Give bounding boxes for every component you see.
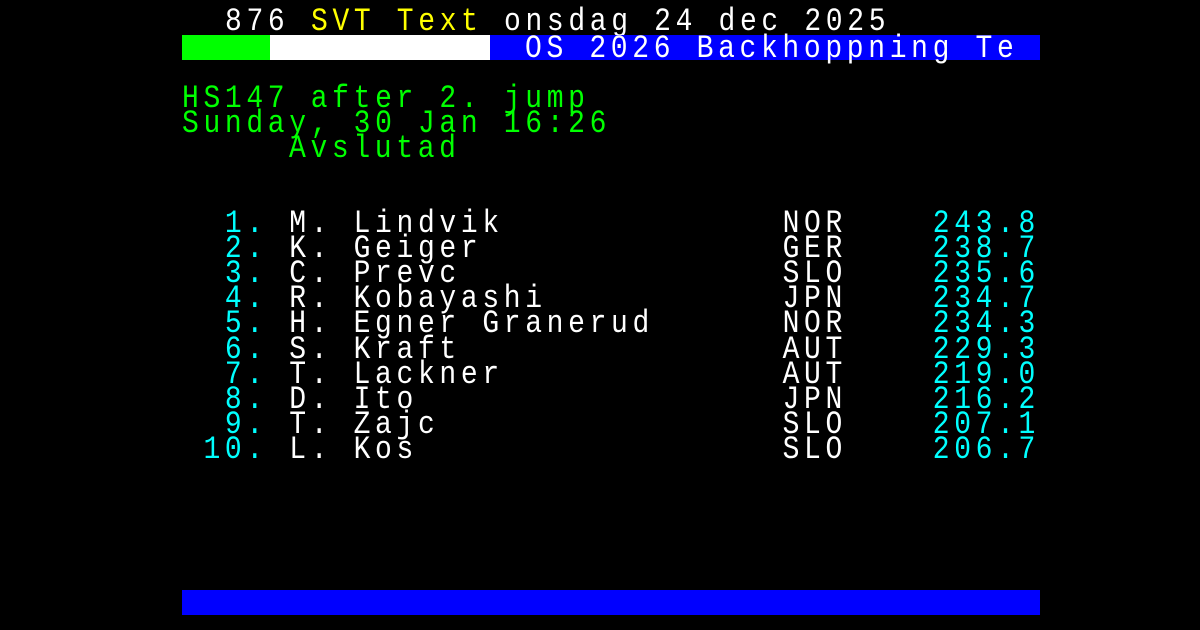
event-datetime: Sunday, 30 Jan 16:26: [182, 106, 612, 143]
result-country: JPN: [782, 382, 847, 418]
page-number: 876: [225, 4, 290, 41]
footer-blue-bar: [182, 590, 1040, 615]
result-name: D. Ito: [289, 382, 418, 418]
result-score: 216.2: [932, 382, 1041, 418]
result-country: SLO: [782, 256, 847, 293]
result-country: GER: [782, 231, 847, 268]
service-name: SVT Text: [311, 4, 483, 41]
result-rank: 2.: [224, 231, 268, 268]
result-name: H. Egner Granerud: [289, 306, 654, 343]
result-score: 206.7: [932, 432, 1041, 469]
result-name: T. Lackner: [289, 357, 504, 393]
result-name: M. Lindvik: [289, 206, 504, 243]
result-rank: 9.: [224, 407, 268, 443]
banner-title: OS 2026 Backhoppning Te: [525, 31, 1019, 68]
result-score: 234.7: [932, 281, 1041, 318]
result-rank: 3.: [224, 256, 268, 293]
result-rank: 5.: [224, 306, 268, 343]
result-score: 219.0: [932, 357, 1041, 393]
result-score: 234.3: [932, 306, 1041, 343]
result-country: AUT: [782, 357, 847, 393]
result-rank: 7.: [224, 357, 268, 393]
result-country: NOR: [782, 306, 847, 343]
result-country: AUT: [782, 332, 847, 368]
result-score: 207.1: [932, 407, 1041, 443]
result-score: 229.3: [932, 332, 1041, 368]
result-name: S. Kraft: [289, 332, 461, 368]
banner-green-block: [182, 35, 270, 60]
result-score: 238.7: [932, 231, 1041, 268]
result-rank: 4.: [224, 281, 268, 318]
event-title: HS147 after 2. jump: [182, 81, 590, 118]
result-country: JPN: [782, 281, 847, 318]
result-rank: 6.: [224, 332, 268, 368]
result-country: SLO: [782, 432, 847, 469]
banner-blue-block: [490, 35, 1040, 60]
result-name: K. Geiger: [289, 231, 483, 268]
result-rank: 8.: [224, 382, 268, 418]
result-score: 243.8: [932, 206, 1041, 243]
banner-white-block: [270, 35, 490, 60]
result-name: R. Kobayashi: [289, 281, 547, 318]
event-status: Avslutad: [289, 131, 461, 168]
result-rank: 10.: [203, 432, 268, 469]
result-country: SLO: [782, 407, 847, 443]
result-name: T. Zajc: [289, 407, 440, 443]
header-date: onsdag 24 dec 2025: [504, 4, 891, 41]
result-score: 235.6: [932, 256, 1041, 293]
result-name: L. Kos: [289, 432, 418, 469]
result-name: C. Prevc: [289, 256, 461, 293]
result-rank: 1.: [224, 206, 268, 243]
result-country: NOR: [782, 206, 847, 243]
